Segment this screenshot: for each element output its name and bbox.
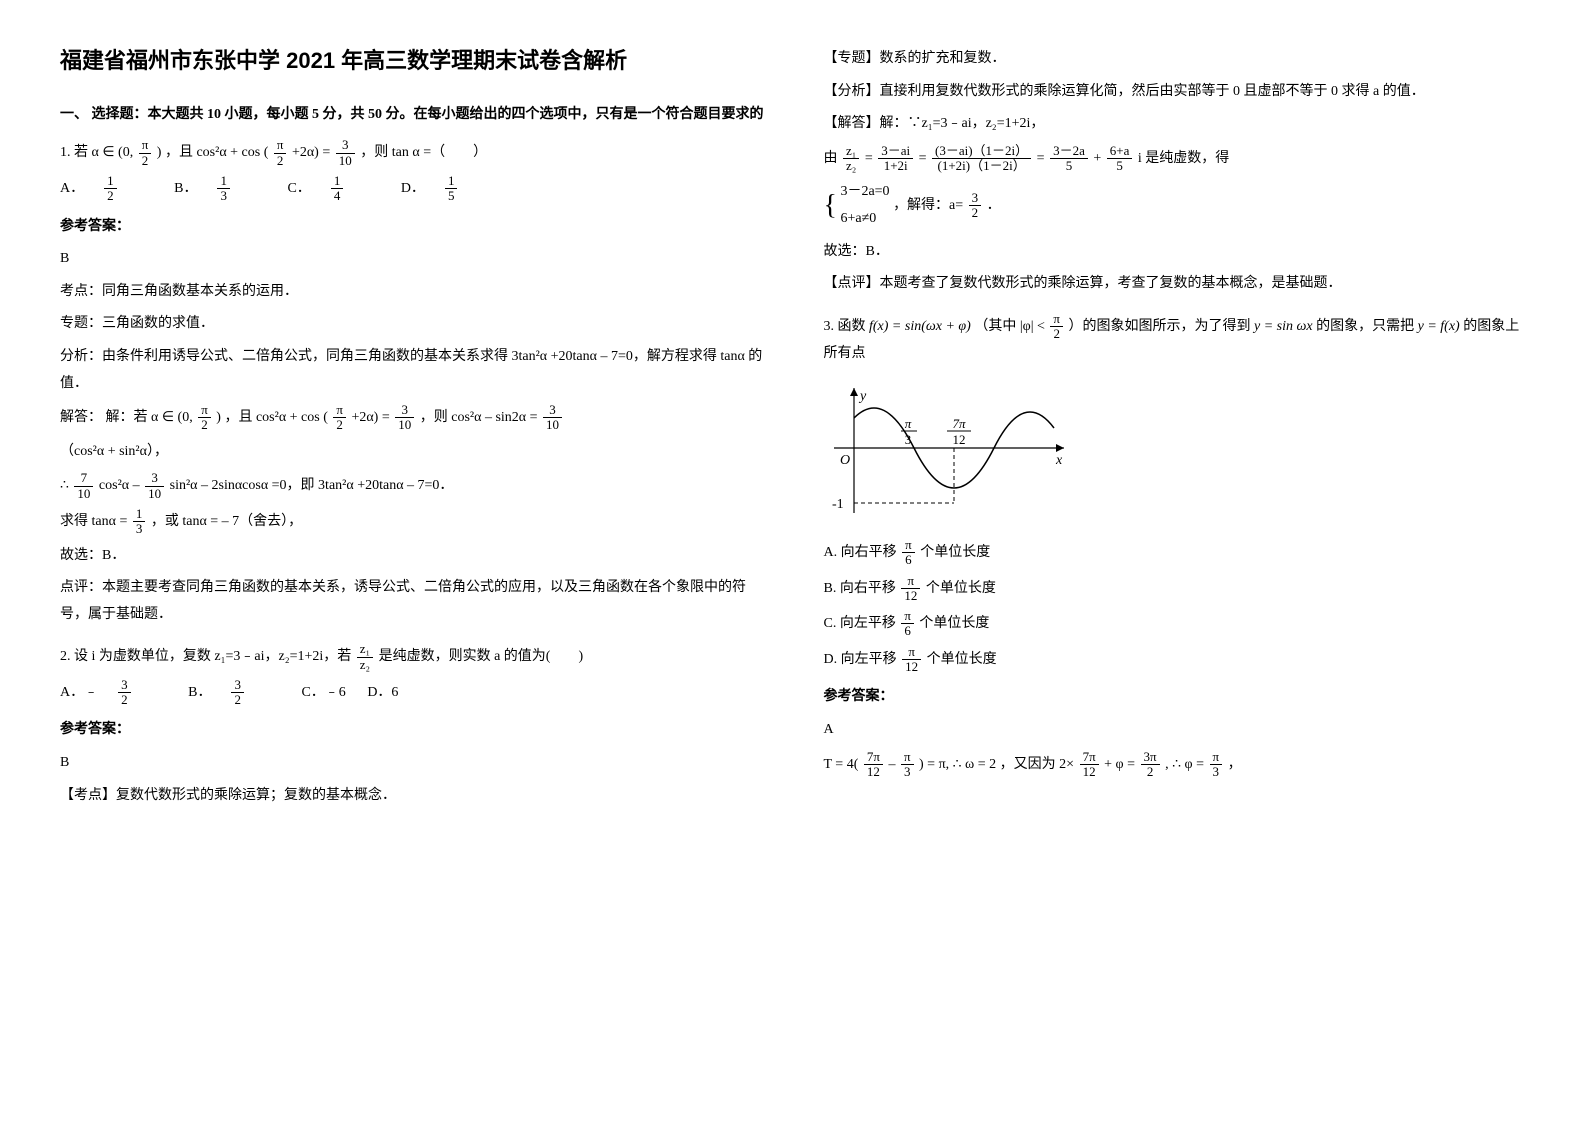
- q2-dianping: 【点评】本题考查了复数代数形式的乘除运算，考查了复数的基本概念，是基础题．: [824, 271, 1528, 298]
- x-label: x: [1055, 453, 1063, 468]
- q2-options: A．﹣32 B．32 C．﹣6 D．6: [60, 678, 764, 708]
- y-arrow-icon: [850, 388, 858, 396]
- q1-kaodian: 考点：同角三角函数基本关系的运用．: [60, 279, 764, 306]
- svg-text:3: 3: [904, 432, 911, 447]
- q2-derivation: 由 z₁z₂ = 3－ai1+2i = (3－ai)（1－2i）(1+2i)（1…: [824, 144, 1528, 174]
- q1-expr2b: +2α) =: [292, 145, 330, 160]
- q1-guxuan: 故选：B．: [60, 543, 764, 570]
- section-header: 一、 选择题：本大题共 10 小题，每小题 5 分，共 50 分。在每小题给出的…: [60, 102, 764, 129]
- q3-optD: D. 向左平移 π12 个单位长度: [824, 645, 1528, 675]
- q2-jieda: 【解答】解：∵z₁=3﹣ai，z₂=1+2i，: [824, 111, 1528, 138]
- q1-tail: ，则 tan α =（ ）: [360, 145, 487, 160]
- q2-optA: A．﹣32: [60, 685, 167, 700]
- q3-stem: 3. 函数 f(x) = sin(ωx + φ) （其中 |φ| < π2 ）的…: [824, 312, 1528, 368]
- q1-jd-after: （cos²α + sin²α），: [60, 439, 764, 466]
- q1-jieda: 解答： 解：若 α ∈ (0, π2 ) ，且 cos²α + cos ( π2…: [60, 403, 764, 433]
- answer-label-3: 参考答案：: [824, 684, 1528, 711]
- q1-options: A．12 B．13 C．14 D．15: [60, 174, 764, 204]
- q1-optC: C．14: [287, 181, 379, 196]
- frac-pi-2-a: π2: [139, 138, 152, 168]
- q1-therefore: ∴ 710 cos²α – 310 sin²α – 2sinαcosα =0，即…: [60, 471, 764, 501]
- q1-zhuanti: 专题：三角函数的求值．: [60, 311, 764, 338]
- q1-optA: A．12: [60, 181, 153, 196]
- y-label: y: [858, 389, 867, 404]
- brace-icon: {: [824, 190, 837, 221]
- q2-guxuan: 故选：B．: [824, 239, 1528, 266]
- frac-pi-2-b: π2: [274, 138, 287, 168]
- left-column: 福建省福州市东张中学 2021 年高三数学理期末试卷含解析 一、 选择题：本大题…: [60, 40, 764, 815]
- q2-optD: D．6: [367, 685, 398, 700]
- x-arrow-icon: [1056, 444, 1064, 452]
- answer-label-2: 参考答案：: [60, 717, 764, 744]
- q2-optC: C．﹣6: [301, 685, 345, 700]
- q1-stem: 1. 若 α ∈ (0, π2 ) ，且 cos²α + cos ( π2 +2…: [60, 138, 764, 168]
- q1-prefix: 1. 若: [60, 145, 88, 160]
- q1-mid1: ，且: [165, 145, 193, 160]
- q3-chart: y x O -1 π 3 7π 12: [824, 378, 1084, 528]
- answer-label-1: 参考答案：: [60, 214, 764, 241]
- page-title: 福建省福州市东张中学 2021 年高三数学理期末试卷含解析: [60, 40, 764, 82]
- q3-optC: C. 向左平移 π6 个单位长度: [824, 609, 1528, 639]
- q1-expr1b: ): [157, 145, 162, 160]
- q1-optD: D．15: [401, 181, 494, 196]
- q1-optB: B．13: [174, 181, 266, 196]
- q2-answer-pick: B: [60, 750, 764, 777]
- q2-system: { 3－2a=0 6+a≠0 ，解得：a= 32 ．: [824, 179, 1528, 232]
- q3-optB: B. 向右平移 π12 个单位长度: [824, 574, 1528, 604]
- q3-answer-pick: A: [824, 717, 1528, 744]
- q1-expr2a: cos²α + cos (: [196, 145, 268, 160]
- page: 福建省福州市东张中学 2021 年高三数学理期末试卷含解析 一、 选择题：本大题…: [60, 40, 1527, 815]
- q2-optB: B．32: [188, 685, 280, 700]
- svg-text:12: 12: [952, 432, 965, 447]
- q3-optA: A. 向右平移 π6 个单位长度: [824, 538, 1528, 568]
- q2-fenxi: 【分析】直接利用复数代数形式的乘除运算化简，然后由实部等于 0 且虚部不等于 0…: [824, 79, 1528, 106]
- q2-stem: 2. 设 i 为虚数单位，复数 z₁=3﹣ai，z₂=1+2i，若 z₁z₂ 是…: [60, 642, 764, 672]
- q2-kaodian: 【考点】复数代数形式的乘除运算；复数的基本概念．: [60, 783, 764, 810]
- q1-result: 求得 tanα = 13 ，或 tanα = – 7（舍去），: [60, 507, 764, 537]
- q1-expr1a: α ∈ (0,: [92, 145, 134, 160]
- q1-answer-pick: B: [60, 246, 764, 273]
- q3-working: T = 4( 7π12 – π3 ) = π, ∴ ω = 2 ，又因为 2× …: [824, 750, 1528, 780]
- minus-one-label: -1: [832, 497, 844, 512]
- right-column: 【专题】数系的扩充和复数． 【分析】直接利用复数代数形式的乘除运算化简，然后由实…: [824, 40, 1528, 815]
- q1-fenxi: 分析：由条件利用诱导公式、二倍角公式，同角三角函数的基本关系求得 3tan²α …: [60, 344, 764, 397]
- svg-text:π: π: [904, 416, 911, 431]
- origin-label: O: [840, 453, 850, 468]
- q2-zhuanti: 【专题】数系的扩充和复数．: [824, 46, 1528, 73]
- frac-3-10: 310: [336, 138, 355, 168]
- q1-dianping: 点评：本题主要考查同角三角函数的基本关系，诱导公式、二倍角公式的应用，以及三角函…: [60, 575, 764, 628]
- svg-text:7π: 7π: [952, 416, 966, 431]
